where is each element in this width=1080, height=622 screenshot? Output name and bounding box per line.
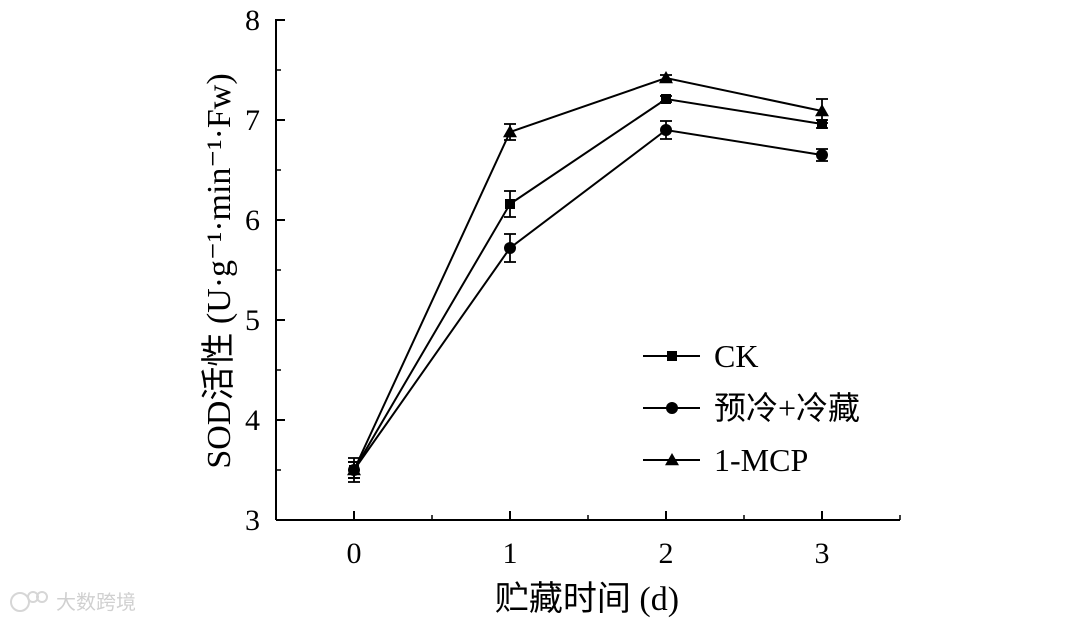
- data-point: [815, 104, 829, 117]
- y-tick-label: 6: [245, 204, 260, 237]
- data-point: [661, 94, 671, 104]
- y-tick-label: 8: [245, 4, 260, 37]
- x-tick-label: 0: [347, 537, 362, 570]
- legend-item: 预冷+冷藏: [643, 390, 860, 426]
- data-point: [505, 199, 515, 209]
- data-point: [816, 149, 828, 161]
- legend-marker: [666, 402, 678, 414]
- legend-label: 1-MCP: [714, 442, 808, 478]
- watermark: 大数跨境: [10, 590, 136, 614]
- axes: 0 1 2 3 3 4 5 6 7 8: [245, 4, 901, 570]
- data-point: [347, 463, 361, 476]
- data-point: [503, 125, 517, 138]
- series-line: [353, 128, 823, 471]
- series-line: [353, 97, 823, 471]
- x-tick-label: 1: [503, 537, 518, 570]
- series-line: [353, 76, 823, 471]
- legend-label: 预冷+冷藏: [714, 390, 860, 426]
- y-tick-label: 5: [245, 304, 260, 337]
- legend: CK 预冷+冷藏 1-MCP: [643, 338, 860, 478]
- legend-item: CK: [643, 338, 758, 374]
- y-tick-label: 4: [245, 404, 260, 437]
- watermark-logo-icon: [10, 591, 48, 612]
- legend-item: 1-MCP: [643, 442, 808, 478]
- legend-marker: [667, 351, 677, 361]
- data-point: [660, 124, 672, 136]
- y-tick-label: 7: [245, 104, 260, 137]
- series-triangle: [347, 71, 829, 483]
- x-axis-title: 贮藏时间 (d): [495, 580, 679, 618]
- data-point: [504, 242, 516, 254]
- data-point: [659, 71, 673, 84]
- data-point: [817, 119, 827, 129]
- series-layer: [347, 71, 829, 483]
- x-tick-label: 2: [659, 537, 674, 570]
- x-tick-label: 3: [815, 537, 830, 570]
- legend-marker: [665, 453, 679, 466]
- watermark-text: 大数跨境: [56, 590, 136, 614]
- legend-label: CK: [714, 338, 758, 374]
- y-tick-label: 3: [245, 504, 260, 537]
- y-axis-title: SOD活性 (U·g⁻¹·min⁻¹·Fw): [200, 73, 238, 468]
